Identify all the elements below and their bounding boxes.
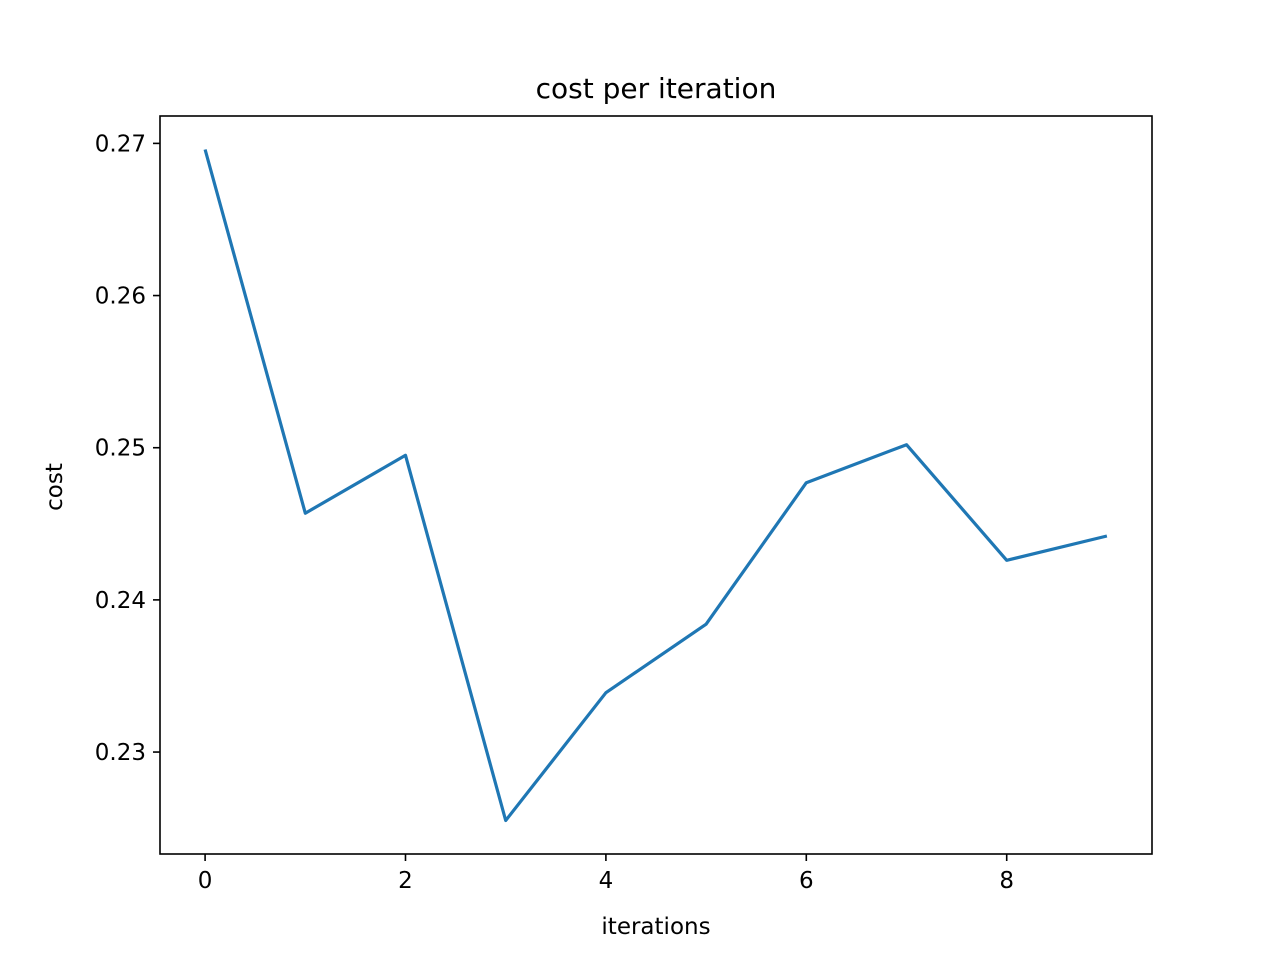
x-tick-label: 6 — [799, 868, 814, 894]
y-axis-label: cost — [42, 463, 68, 511]
series-layer — [203, 149, 1108, 823]
y-axis: 0.23 0.24 0.25 0.26 0.27 — [95, 131, 160, 766]
chart-title: cost per iteration — [536, 72, 777, 105]
y-tick-label: 0.24 — [95, 588, 146, 614]
y-tick-label: 0.25 — [95, 436, 146, 462]
x-axis-label: iterations — [601, 914, 710, 940]
x-tick-label: 4 — [599, 868, 614, 894]
y-tick-label: 0.26 — [95, 284, 146, 310]
series-line — [203, 149, 1108, 823]
y-tick-label: 0.27 — [95, 131, 146, 157]
y-tick-label: 0.23 — [95, 740, 146, 766]
plot-area-frame — [159, 115, 1153, 855]
x-tick-label: 0 — [198, 868, 213, 894]
x-tick-label: 8 — [999, 868, 1014, 894]
x-tick-label: 2 — [398, 868, 413, 894]
x-axis: 0 2 4 6 8 — [198, 854, 1014, 894]
